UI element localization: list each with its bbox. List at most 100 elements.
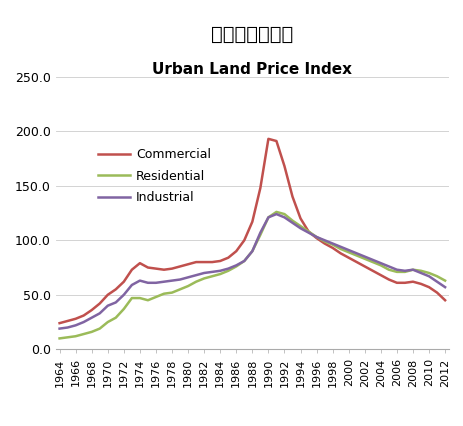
Industrial: [145, 280, 150, 285]
Industrial: [73, 323, 78, 328]
Commercial: [426, 285, 432, 290]
Residential: [402, 269, 408, 274]
Residential: [153, 294, 159, 299]
Industrial: [137, 278, 143, 283]
Residential: [57, 336, 63, 341]
Industrial: [129, 282, 135, 288]
Commercial: [386, 277, 392, 282]
Industrial: [105, 303, 111, 308]
Residential: [121, 306, 126, 311]
Industrial: [314, 234, 319, 239]
Industrial: [338, 244, 344, 249]
Industrial: [185, 275, 191, 280]
Commercial: [298, 216, 303, 221]
Commercial: [169, 266, 175, 271]
Residential: [362, 256, 368, 262]
Residential: [274, 209, 279, 214]
Industrial: [306, 230, 311, 235]
Commercial: [105, 292, 111, 297]
Residential: [322, 239, 327, 244]
Commercial: [346, 255, 351, 260]
Residential: [378, 263, 384, 268]
Residential: [330, 242, 335, 247]
Industrial: [194, 273, 199, 278]
Residential: [314, 234, 319, 239]
Residential: [282, 212, 287, 217]
Commercial: [137, 261, 143, 266]
Commercial: [153, 266, 159, 271]
Industrial: [250, 249, 255, 254]
Line: Industrial: Industrial: [60, 214, 445, 328]
Industrial: [418, 271, 424, 276]
Commercial: [402, 280, 408, 285]
Commercial: [338, 251, 344, 256]
Commercial: [113, 287, 119, 292]
Commercial: [218, 259, 223, 264]
Industrial: [370, 257, 375, 262]
Residential: [89, 329, 94, 334]
Residential: [257, 232, 263, 237]
Industrial: [242, 259, 247, 264]
Text: 市街地価格指数: 市街地価格指数: [211, 25, 294, 44]
Industrial: [290, 220, 295, 225]
Industrial: [322, 238, 327, 243]
Commercial: [225, 255, 231, 260]
Industrial: [177, 277, 183, 282]
Industrial: [426, 273, 432, 279]
Commercial: [57, 321, 63, 326]
Residential: [266, 215, 271, 220]
Residential: [233, 264, 239, 269]
Industrial: [97, 311, 102, 316]
Residential: [169, 290, 175, 295]
Commercial: [266, 136, 271, 141]
Commercial: [362, 264, 368, 269]
Residential: [145, 298, 150, 303]
Residential: [338, 246, 344, 251]
Industrial: [57, 326, 63, 331]
Residential: [185, 284, 191, 289]
Residential: [242, 259, 247, 264]
Residential: [201, 276, 207, 281]
Residential: [73, 334, 78, 339]
Residential: [386, 267, 392, 272]
Residential: [426, 271, 432, 276]
Residential: [218, 271, 223, 276]
Title: Urban Land Price Index: Urban Land Price Index: [152, 62, 352, 77]
Commercial: [290, 194, 295, 199]
Residential: [346, 250, 351, 255]
Residential: [290, 218, 295, 223]
Industrial: [209, 269, 215, 274]
Commercial: [378, 273, 384, 278]
Industrial: [274, 212, 279, 217]
Residential: [113, 315, 119, 320]
Commercial: [233, 249, 239, 254]
Commercial: [322, 241, 327, 246]
Residential: [209, 273, 215, 279]
Industrial: [386, 264, 392, 269]
Commercial: [242, 238, 247, 243]
Commercial: [185, 262, 191, 267]
Commercial: [282, 164, 287, 169]
Commercial: [209, 259, 215, 265]
Line: Residential: Residential: [60, 212, 445, 338]
Residential: [394, 269, 400, 274]
Industrial: [161, 279, 167, 284]
Industrial: [298, 226, 303, 231]
Residential: [354, 253, 360, 258]
Industrial: [89, 315, 94, 320]
Commercial: [274, 138, 279, 144]
Industrial: [257, 230, 263, 235]
Industrial: [402, 268, 408, 273]
Industrial: [362, 254, 368, 259]
Commercial: [201, 259, 207, 265]
Commercial: [97, 301, 102, 306]
Industrial: [201, 271, 207, 276]
Commercial: [314, 236, 319, 241]
Commercial: [442, 298, 448, 303]
Residential: [370, 259, 375, 265]
Commercial: [177, 264, 183, 269]
Residential: [129, 296, 135, 301]
Industrial: [378, 261, 384, 266]
Residential: [418, 268, 424, 273]
Residential: [442, 278, 448, 283]
